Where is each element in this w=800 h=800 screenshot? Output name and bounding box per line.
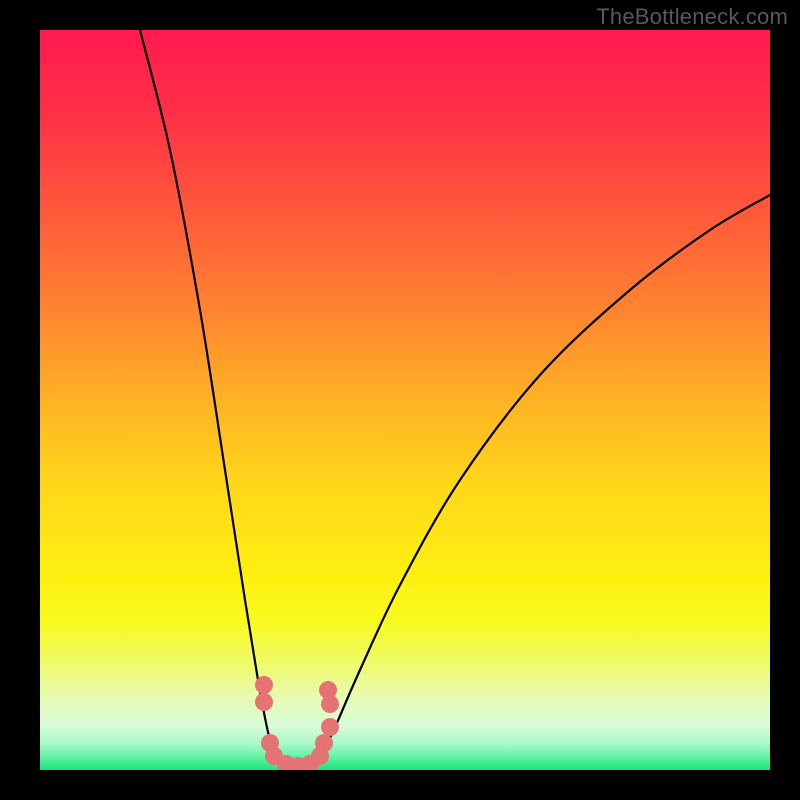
data-marker (255, 693, 273, 711)
data-marker (321, 718, 339, 736)
data-marker (255, 676, 273, 694)
watermark-text: TheBottleneck.com (596, 4, 788, 30)
data-marker (321, 695, 339, 713)
curve-path (140, 30, 770, 766)
data-marker (315, 734, 333, 752)
bottleneck-curve (40, 30, 770, 770)
plot-area (40, 30, 770, 770)
markers-group (255, 676, 339, 770)
